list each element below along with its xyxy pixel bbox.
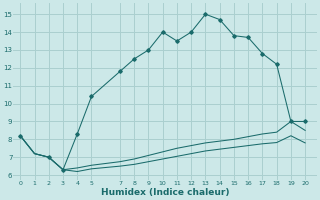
X-axis label: Humidex (Indice chaleur): Humidex (Indice chaleur) — [100, 188, 229, 197]
